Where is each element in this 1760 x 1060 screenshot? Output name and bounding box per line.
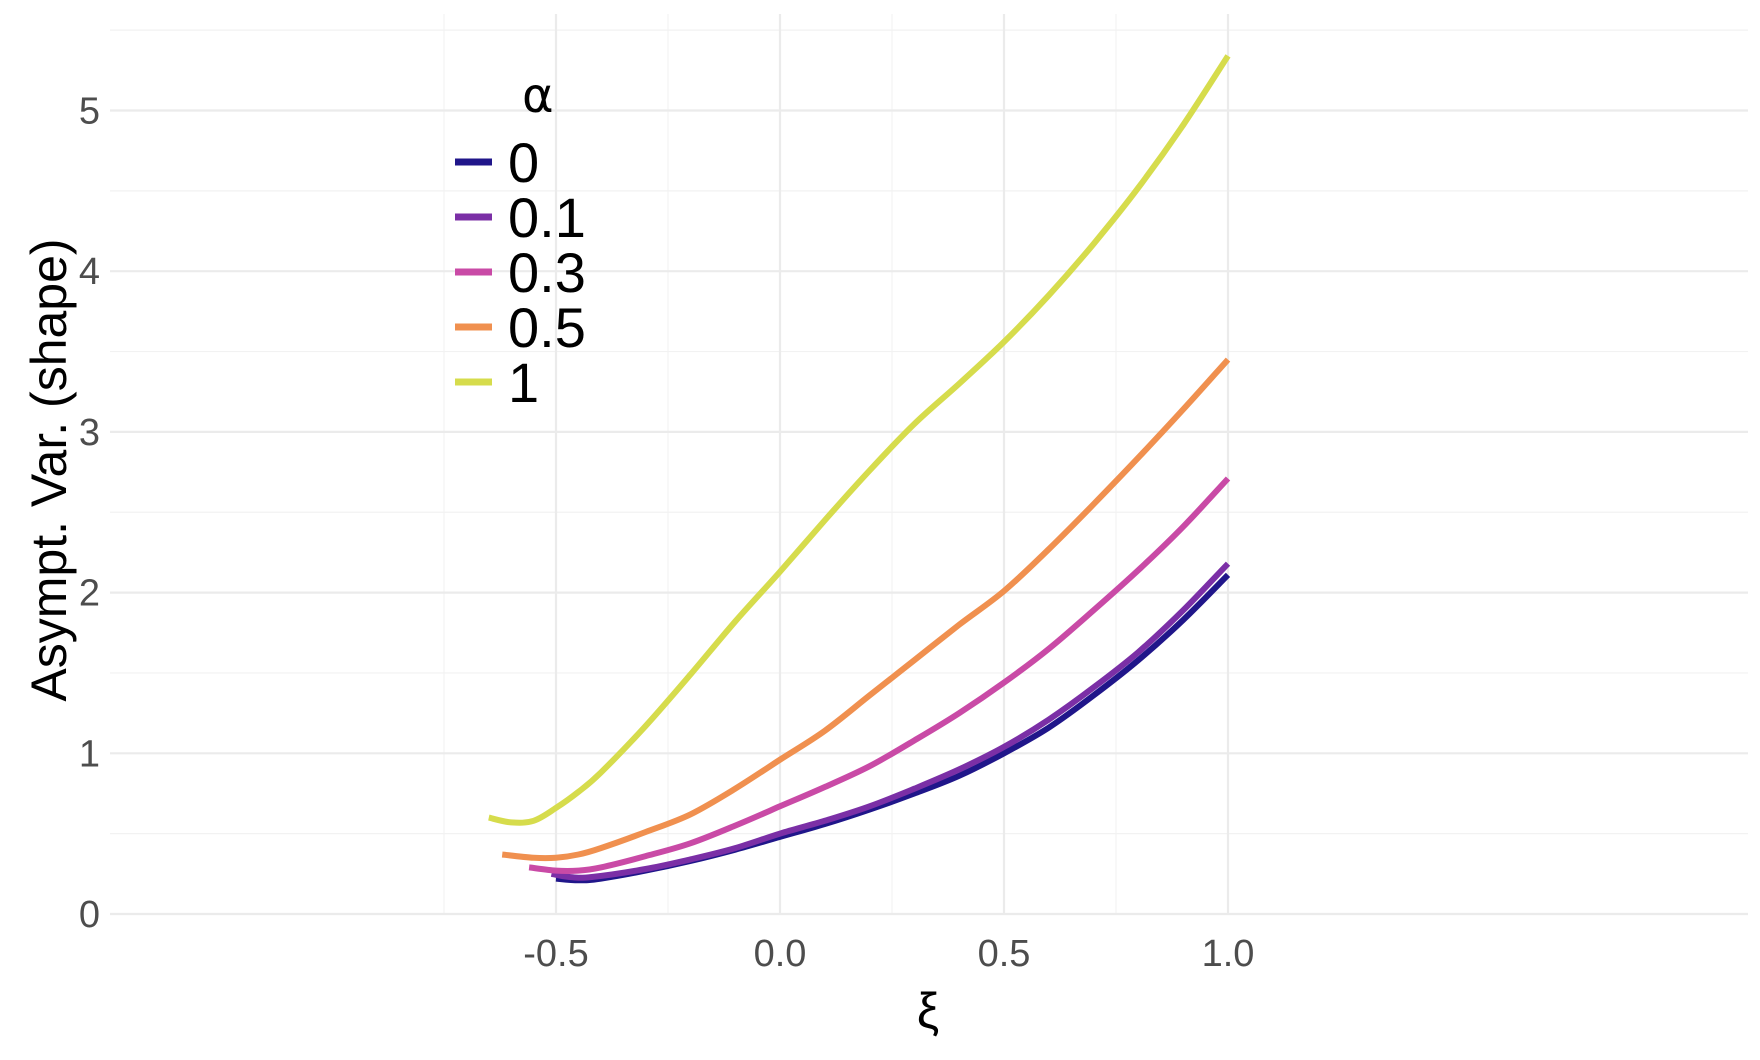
legend-label-alpha-0-1: 0.1 bbox=[508, 186, 586, 249]
x-tick-label: -0.5 bbox=[523, 933, 588, 975]
legend-label-alpha-0-5: 0.5 bbox=[508, 296, 586, 359]
series-line-alpha-0-3 bbox=[528, 476, 1231, 874]
y-tick-label: 3 bbox=[79, 412, 100, 454]
y-tick-label: 2 bbox=[79, 573, 100, 615]
y-tick-labels: 0 1 2 3 4 5 bbox=[79, 91, 100, 937]
x-tick-labels: -0.5 0.0 0.5 1.0 bbox=[523, 933, 1254, 975]
y-axis-title: Asympt. Var. (shape) bbox=[21, 238, 77, 701]
legend-label-alpha-1: 1 bbox=[508, 351, 539, 414]
grid bbox=[110, 14, 1748, 916]
legend-label-alpha-0-3: 0.3 bbox=[508, 241, 586, 304]
x-axis-title: ξ bbox=[917, 983, 939, 1039]
legend: α 00.10.30.51 bbox=[455, 68, 586, 414]
x-tick-label: 0.0 bbox=[754, 933, 807, 975]
legend-title: α bbox=[522, 68, 554, 124]
series-line-alpha-1 bbox=[488, 54, 1231, 826]
series-line-alpha-0-5 bbox=[501, 357, 1231, 862]
y-tick-label: 1 bbox=[79, 733, 100, 775]
x-tick-label: 1.0 bbox=[1202, 933, 1255, 975]
legend-label-alpha-0: 0 bbox=[508, 131, 539, 194]
y-tick-label: 5 bbox=[79, 91, 100, 133]
y-tick-label: 0 bbox=[79, 894, 100, 936]
x-tick-label: 0.5 bbox=[978, 933, 1031, 975]
series-line-alpha-0-1 bbox=[550, 561, 1231, 881]
y-tick-label: 4 bbox=[79, 251, 100, 293]
series-layer bbox=[488, 54, 1231, 884]
